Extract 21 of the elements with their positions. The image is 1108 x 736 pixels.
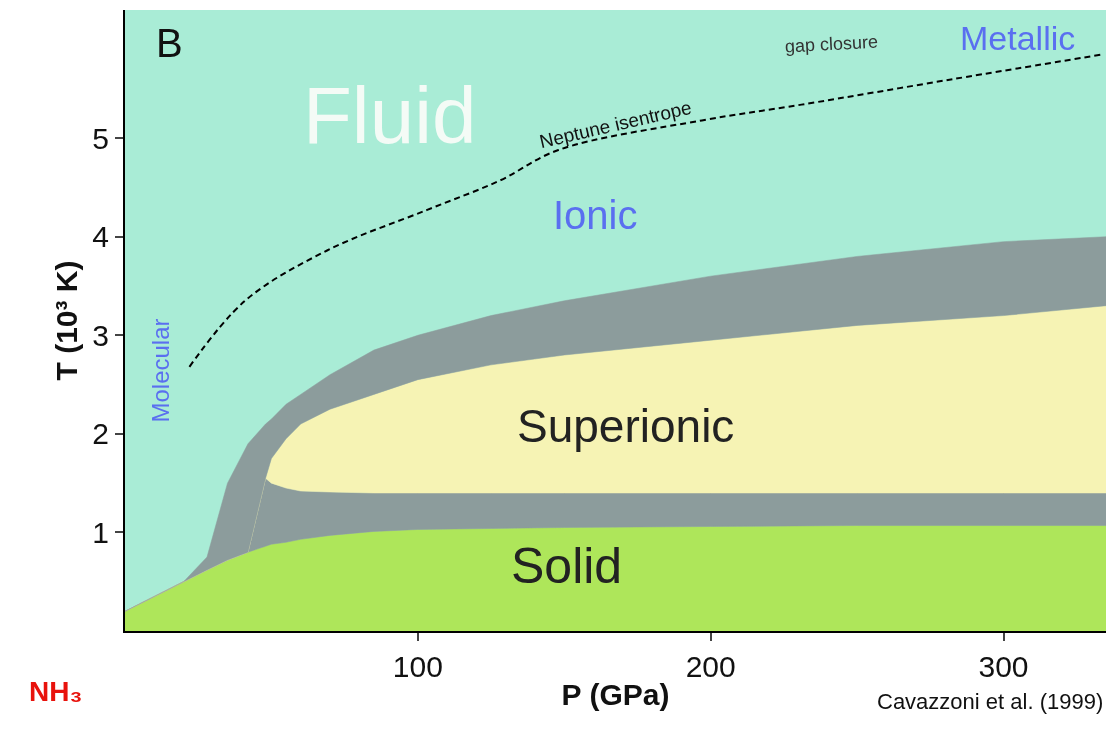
annotation: Ionic (553, 193, 638, 237)
y-tick-label: 4 (92, 220, 109, 254)
annotation: Neptune isentrope (537, 96, 694, 153)
annotation: B (156, 21, 183, 65)
annotation: Solid (511, 538, 623, 594)
text: Cavazzoni et al. (1999) (877, 689, 1104, 714)
y-axis-title: T (10³ K) (49, 260, 83, 381)
annotation: Superionic (517, 400, 735, 452)
annotation: gap closure (784, 31, 879, 57)
text: NH₃ (29, 676, 83, 707)
y-tick-label: 3 (92, 318, 109, 352)
y-tick-label: 2 (92, 417, 109, 451)
x-tick-label: 200 (685, 650, 736, 683)
annotation: Molecular (147, 318, 175, 423)
annotation: Fluid (303, 71, 477, 160)
x-tick-label: 100 (392, 650, 443, 683)
x-axis-title: P (GPa) (561, 678, 670, 711)
y-tick-label: 1 (92, 515, 109, 549)
annotation: Metallic (960, 19, 1076, 57)
x-tick-label: 300 (978, 650, 1029, 683)
y-tick-label: 5 (92, 121, 109, 155)
